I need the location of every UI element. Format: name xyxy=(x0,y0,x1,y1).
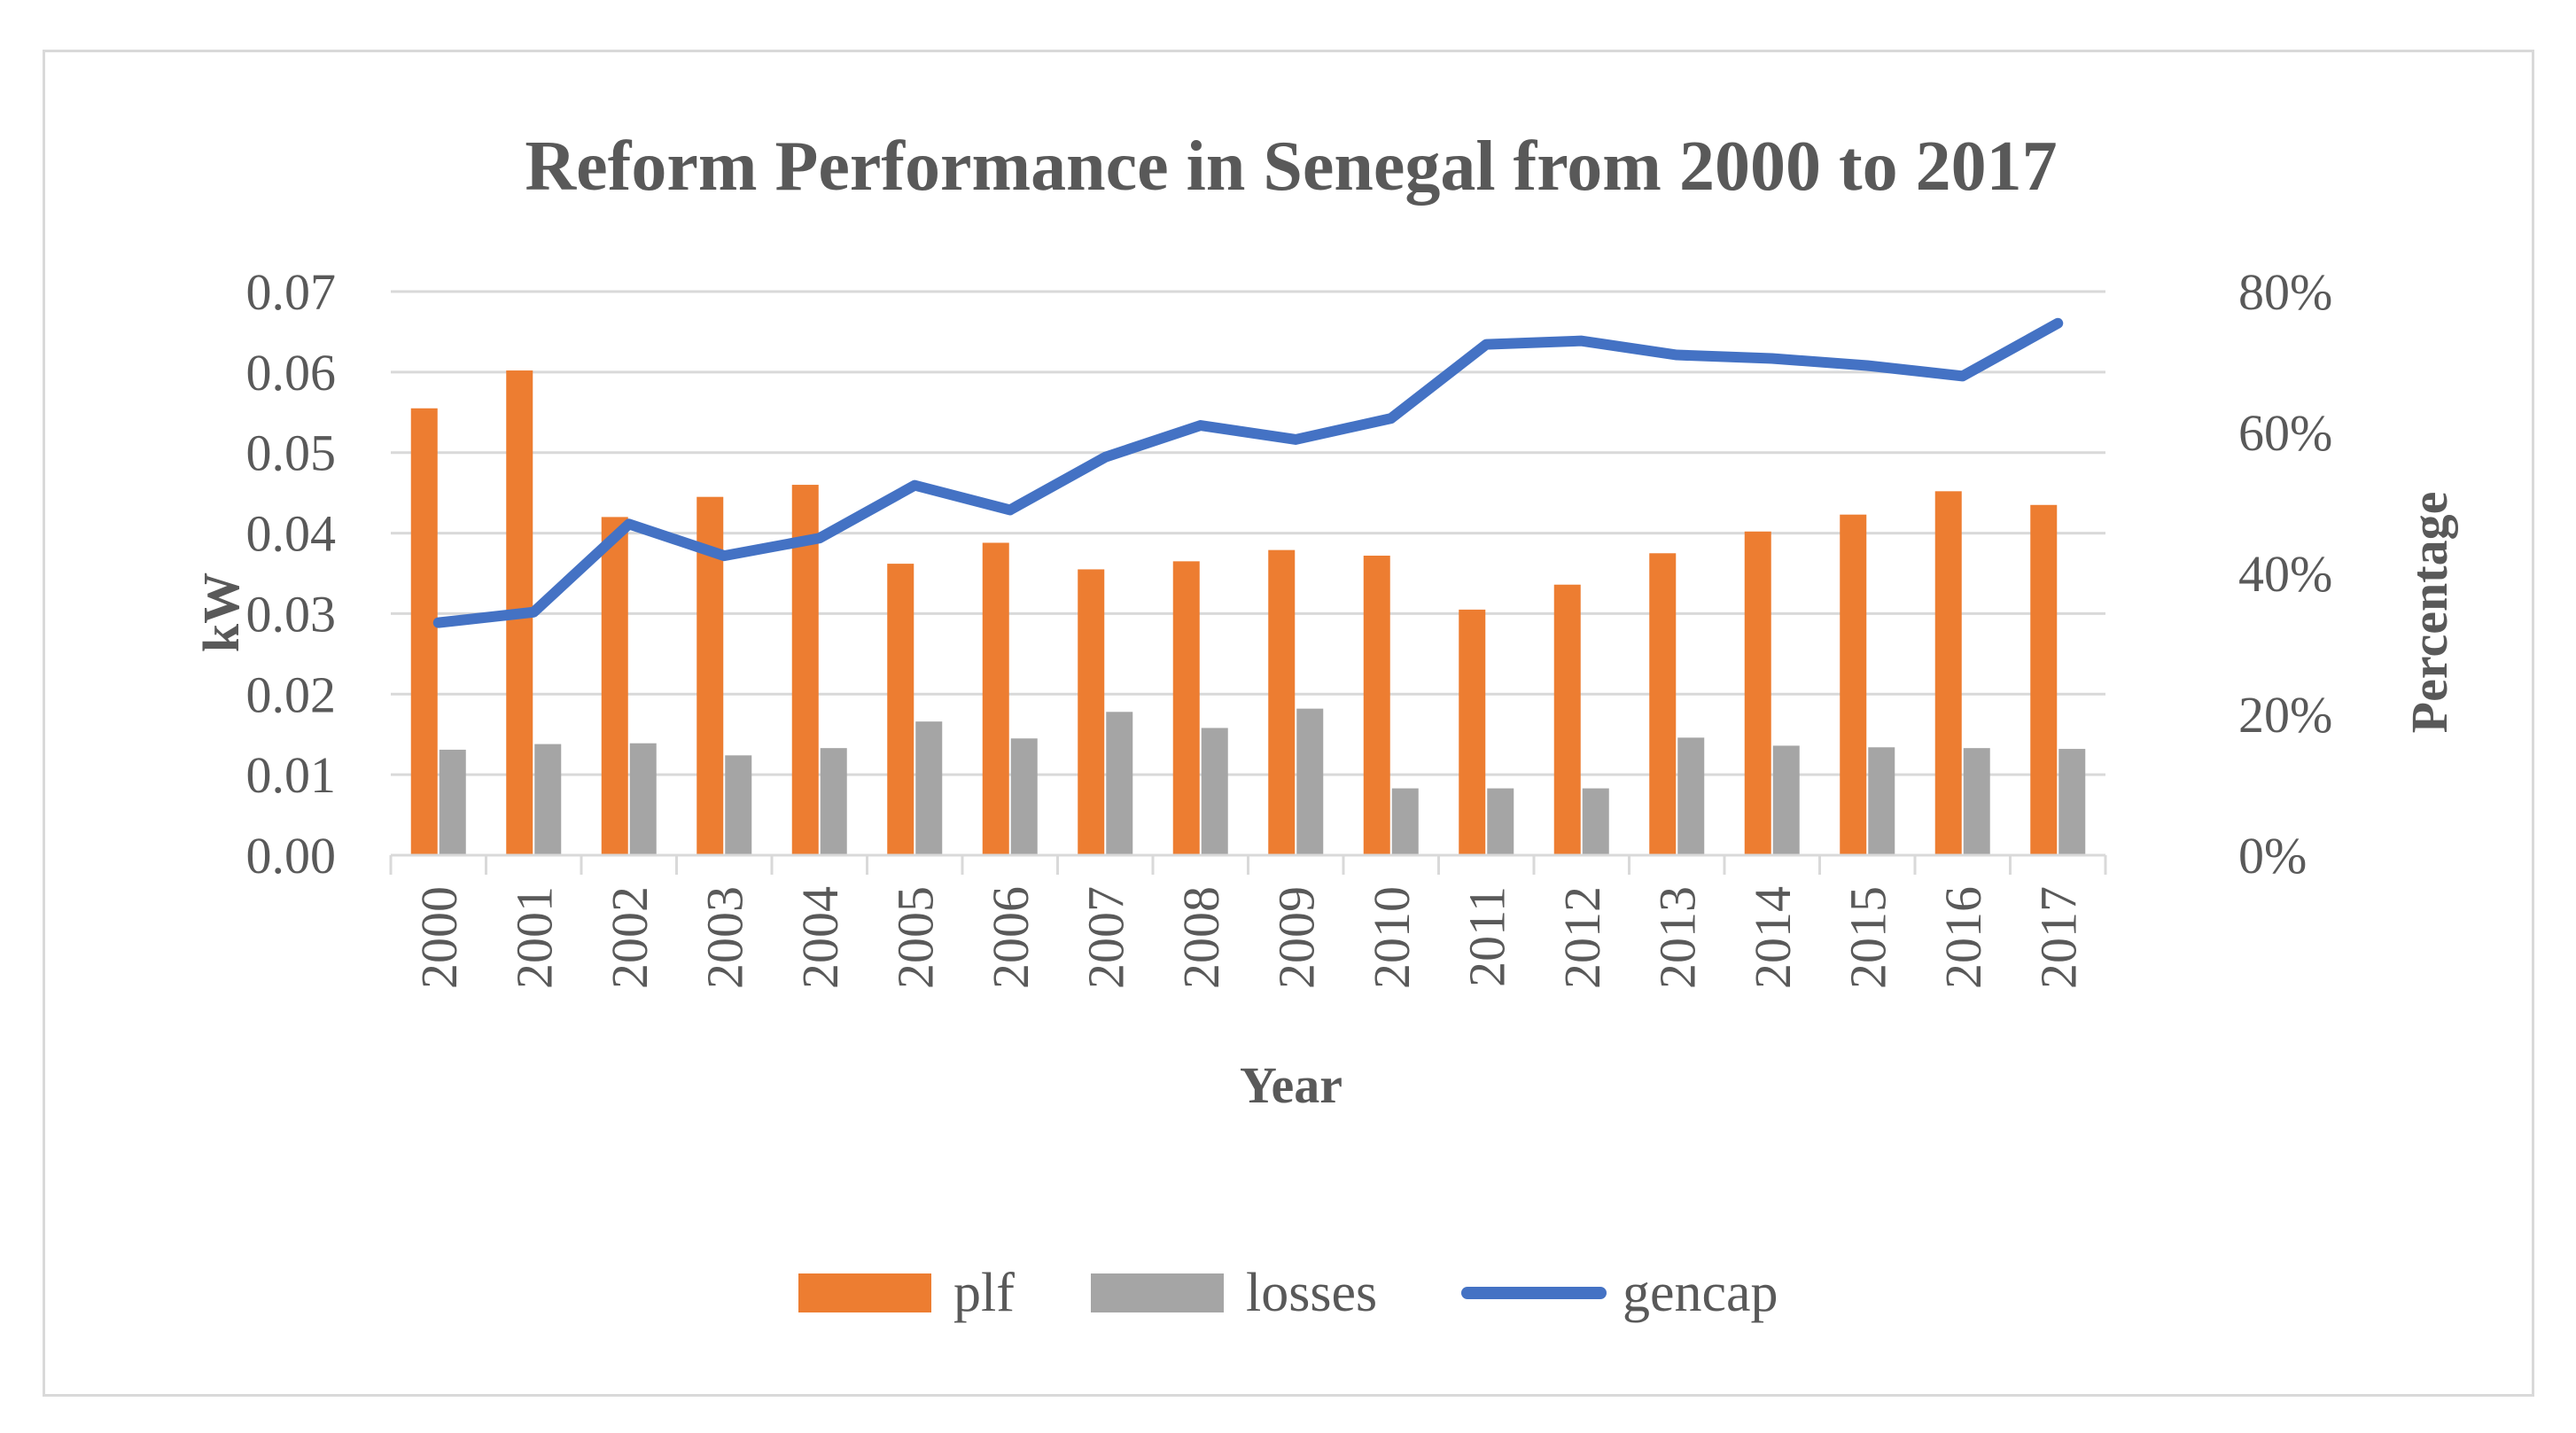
x-tick-label: 2015 xyxy=(1839,886,1896,989)
y-tick-label: 0.03 xyxy=(246,585,337,643)
plf-bar xyxy=(1934,491,1962,855)
losses-bar xyxy=(1582,788,1609,855)
losses-bar xyxy=(1487,788,1514,855)
plf-bar xyxy=(1840,514,1867,855)
plf-bar xyxy=(1363,556,1390,855)
x-tick-label: 2007 xyxy=(1077,886,1134,989)
losses-bar xyxy=(915,721,943,855)
x-tick-label: 2011 xyxy=(1458,886,1515,987)
losses-bar xyxy=(629,743,657,855)
x-tick-label: 2016 xyxy=(1934,886,1992,989)
x-tick-label: 2005 xyxy=(886,886,944,989)
y-tick-label: 0.04 xyxy=(246,505,337,563)
chart-svg: Reform Performance in Senegal from 2000 … xyxy=(192,128,2458,1323)
legend-label-plf: plf xyxy=(953,1263,1015,1323)
losses-bar xyxy=(1868,747,1895,855)
y-tick-label: 0.01 xyxy=(246,746,337,804)
legend: plf losses gencap xyxy=(798,1263,1778,1323)
x-tick-label: 2008 xyxy=(1172,886,1230,989)
losses-bar xyxy=(725,755,752,855)
y2-tick-label: 0% xyxy=(2238,827,2307,884)
plf-bar xyxy=(1459,609,1486,855)
y-tick-label: 0.00 xyxy=(246,827,337,884)
axes: 0.00 0.01 0.02 0.03 0.04 0.05 0.06 0.07 0% 20% 40%… xyxy=(246,263,2333,989)
plf-bar xyxy=(1649,553,1677,855)
losses-bar xyxy=(1106,712,1133,855)
plf-bar xyxy=(1078,569,1105,855)
chart-frame: Reform Performance in Senegal from 2000 … xyxy=(43,50,2534,1397)
losses-bar xyxy=(439,749,466,855)
x-tick-label: 2004 xyxy=(791,886,849,989)
y2-tick-label: 20% xyxy=(2238,686,2332,744)
plf-bar xyxy=(1268,549,1296,855)
x-tick-label: 2009 xyxy=(1267,886,1325,989)
x-tick-label: 2001 xyxy=(505,886,563,989)
plf-bar xyxy=(2030,504,2058,855)
y2-tick-label: 40% xyxy=(2238,545,2332,603)
x-tick-label: 2003 xyxy=(696,886,753,989)
legend-swatch-plf xyxy=(798,1273,931,1312)
x-axis-title: Year xyxy=(1240,1056,1342,1114)
y2-tick-label: 60% xyxy=(2238,404,2332,462)
losses-bar xyxy=(1772,745,1800,855)
x-tick-label: 2002 xyxy=(601,886,658,989)
losses-bar xyxy=(1201,728,1228,855)
y2-tick-label: 80% xyxy=(2238,263,2332,321)
losses-bar xyxy=(534,744,562,855)
y2-axis-title: Percentage xyxy=(2401,492,2458,734)
plf-bar xyxy=(601,517,628,855)
x-tick-label: 2013 xyxy=(1648,886,1706,989)
legend-label-losses: losses xyxy=(1246,1263,1377,1323)
plf-bar xyxy=(887,564,914,855)
plf-bar xyxy=(410,408,438,855)
y-tick-label: 0.05 xyxy=(246,424,337,482)
losses-bar xyxy=(1010,738,1038,855)
gencap-line xyxy=(432,317,2064,628)
losses-bar xyxy=(1391,788,1419,855)
plf-bar xyxy=(1553,584,1581,855)
x-tick-label: 2014 xyxy=(1744,886,1802,989)
y-tick-label: 0.02 xyxy=(246,666,337,723)
x-tick-label: 2000 xyxy=(410,886,468,989)
losses-bar xyxy=(820,748,847,855)
x-tick-label: 2017 xyxy=(2029,886,2087,989)
losses-bar xyxy=(1296,708,1324,855)
legend-swatch-losses xyxy=(1091,1273,1224,1312)
plf-bar xyxy=(1172,561,1200,855)
y-tick-label: 0.07 xyxy=(246,263,337,321)
losses-bar xyxy=(2058,749,2086,855)
losses-bar xyxy=(1677,737,1705,855)
x-tick-label: 2012 xyxy=(1553,886,1611,989)
legend-label-gencap: gencap xyxy=(1623,1263,1778,1323)
chart-title: Reform Performance in Senegal from 2000 … xyxy=(525,128,2057,206)
gencap-line-layer xyxy=(432,317,2064,628)
plf-bar xyxy=(1744,531,1771,855)
y-axis-title: kW xyxy=(192,572,250,652)
gridlines xyxy=(391,290,2105,776)
losses-bar xyxy=(1963,748,1990,855)
plf-bar xyxy=(982,542,1009,855)
y-tick-label: 0.06 xyxy=(246,344,337,401)
x-tick-label: 2010 xyxy=(1363,886,1420,989)
x-tick-label: 2006 xyxy=(982,886,1039,989)
